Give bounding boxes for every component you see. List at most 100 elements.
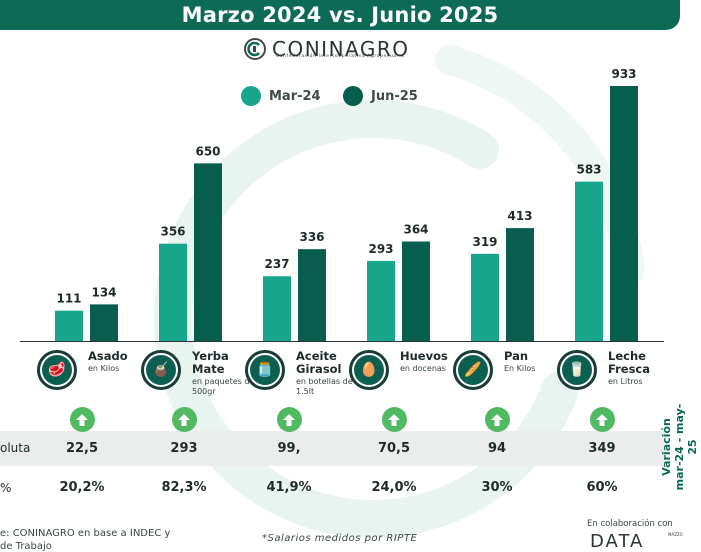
- meat-icon: 🥩: [37, 350, 77, 390]
- arrow-up-icon: [484, 407, 510, 432]
- bar-jun25-0: [90, 304, 118, 341]
- arrow-up-icon: [589, 407, 615, 432]
- category-text-1: Yerba Mate en paquetes de 500gr: [192, 350, 262, 397]
- bar-mar24-5: [575, 181, 603, 341]
- title-banner: Marzo 2024 vs. Junio 2025: [0, 0, 680, 30]
- data-label-mar24-5: 583: [576, 163, 601, 177]
- legend-item-mar24: Mar-24: [241, 86, 321, 106]
- data-label-jun25-5: 933: [611, 67, 636, 81]
- bar-jun25-5: [610, 86, 638, 341]
- data-label-mar24-2: 237: [264, 257, 289, 271]
- percent-row-label: %: [0, 481, 12, 495]
- bar-mar24-4: [471, 253, 499, 341]
- category-name: Huevos: [400, 349, 448, 363]
- absolute-row-label: oluta: [0, 441, 31, 455]
- category-text-5: Leche Fresca en Litros: [608, 350, 678, 387]
- logo-subtitle: Confederación Intercooperativa Agropecua…: [276, 54, 405, 59]
- coninagro-logo: CONINAGRO: [244, 35, 410, 63]
- category-text-0: Asado en Kilos: [88, 350, 158, 374]
- arrow-up-glyph: [388, 413, 400, 426]
- arrow-up-glyph: [596, 413, 608, 426]
- data-label-mar24-1: 356: [160, 225, 185, 239]
- absolute-variation-value: 99,: [277, 441, 301, 456]
- category-unit: en Kilos: [88, 364, 120, 373]
- absolute-variation-value: 349: [588, 441, 616, 456]
- arrow-up-icon: [171, 407, 197, 432]
- data-label-mar24-4: 319: [472, 235, 497, 249]
- eggs-icon: 🥚: [349, 350, 389, 390]
- percent-variation-value: 24,0%: [371, 480, 417, 495]
- data-logo-sub: MAZZO: [668, 532, 683, 537]
- data-label-mar24-0: 111: [56, 292, 81, 306]
- category-name: Leche Fresca: [608, 349, 651, 376]
- category-text-2: Aceite Girasol en botellas de 1.5lt: [296, 350, 366, 397]
- percent-variation-value: 20,2%: [59, 480, 105, 495]
- percent-variation-value: 82,3%: [161, 480, 207, 495]
- legend-swatch-mar24: [241, 86, 261, 106]
- chart-title: Marzo 2024 vs. Junio 2025: [181, 3, 499, 27]
- data-label-jun25-3: 364: [403, 223, 428, 237]
- category-unit: en paquetes de 500gr: [192, 377, 255, 396]
- bar-mar24-3: [367, 260, 395, 341]
- data-logo: DATA: [590, 531, 645, 552]
- absolute-variation-value: 94: [487, 441, 507, 456]
- eggs-icon-glyph: 🥚: [354, 355, 384, 385]
- legend-label-jun25: Jun-25: [371, 88, 418, 104]
- bread-icon: 🥖: [453, 350, 493, 390]
- category-unit: en botellas de 1.5lt: [296, 377, 353, 396]
- bar-jun25-4: [506, 228, 534, 341]
- absolute-variation-value: 70,5: [377, 441, 411, 456]
- category-unit: en Litros: [608, 377, 643, 386]
- category-text-4: Pan En Kilos: [504, 350, 574, 374]
- absolute-variation-value: 22,5: [65, 441, 99, 456]
- bar-mar24-0: [55, 310, 83, 341]
- category-unit: En Kilos: [504, 364, 536, 373]
- data-label-jun25-4: 413: [507, 209, 532, 223]
- arrow-up-glyph: [76, 413, 88, 426]
- oil-bottle-icon: 🫙: [245, 350, 285, 390]
- bar-mar24-2: [263, 276, 291, 341]
- category-name: Pan: [504, 349, 529, 363]
- bar-jun25-1: [194, 163, 222, 341]
- coninagro-logo-icon: [244, 38, 266, 60]
- bar-jun25-2: [298, 249, 326, 341]
- oil-bottle-icon-glyph: 🫙: [250, 355, 280, 385]
- bar-jun25-3: [402, 241, 430, 341]
- category-name: Aceite Girasol: [296, 349, 342, 376]
- category-name: Asado: [88, 349, 128, 363]
- arrow-up-glyph: [491, 413, 503, 426]
- arrow-up-glyph: [283, 413, 295, 426]
- milk-icon: 🥛: [557, 350, 597, 390]
- legend-swatch-jun25: [343, 86, 363, 106]
- data-label-jun25-2: 336: [299, 230, 324, 244]
- arrow-up-icon: [69, 407, 95, 432]
- arrow-up-icon: [276, 407, 302, 432]
- legend-label-mar24: Mar-24: [269, 88, 321, 104]
- percent-variation-value: 41,9%: [266, 480, 312, 495]
- category-text-3: Huevos en docenas: [400, 350, 470, 374]
- bread-icon-glyph: 🥖: [458, 355, 488, 385]
- arrow-up-glyph: [178, 413, 190, 426]
- category-name: Yerba Mate: [192, 349, 229, 376]
- logo-name: CONINAGRO: [272, 37, 410, 61]
- data-label-jun25-0: 134: [91, 285, 116, 299]
- salary-footnote: *Salarios medidos por RIPTE: [262, 533, 418, 544]
- arrow-up-icon: [381, 407, 407, 432]
- absolute-variation-value: 293: [170, 441, 198, 456]
- data-label-mar24-3: 293: [368, 242, 393, 256]
- source-note: e: CONINAGRO en base a INDEC y: [0, 528, 171, 539]
- percent-variation-value: 30%: [481, 480, 513, 495]
- variation-side-label: Variación mar-24 - may-25: [660, 403, 699, 491]
- percent-variation-value: 60%: [586, 480, 618, 495]
- meat-icon-glyph: 🥩: [42, 355, 72, 385]
- data-label-jun25-1: 650: [195, 144, 220, 158]
- absolute-variation-row: [0, 431, 664, 466]
- bar-mar24-1: [159, 243, 187, 341]
- legend-item-jun25: Jun-25: [343, 86, 418, 106]
- yerba-mate-icon-glyph: 🧉: [146, 355, 176, 385]
- category-unit: en docenas: [400, 364, 446, 373]
- milk-icon-glyph: 🥛: [562, 355, 592, 385]
- yerba-mate-icon: 🧉: [141, 350, 181, 390]
- collaboration-text: En colaboración con: [587, 519, 673, 529]
